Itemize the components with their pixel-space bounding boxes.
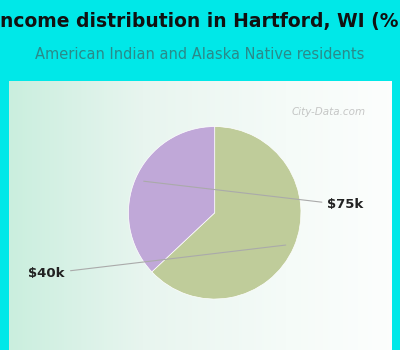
Wedge shape — [152, 127, 301, 299]
Text: Income distribution in Hartford, WI (%): Income distribution in Hartford, WI (%) — [0, 12, 400, 31]
Text: American Indian and Alaska Native residents: American Indian and Alaska Native reside… — [35, 47, 365, 62]
Text: $40k: $40k — [28, 245, 286, 280]
Text: $75k: $75k — [144, 181, 364, 211]
Text: City-Data.com: City-Data.com — [292, 107, 366, 118]
Wedge shape — [128, 127, 215, 272]
